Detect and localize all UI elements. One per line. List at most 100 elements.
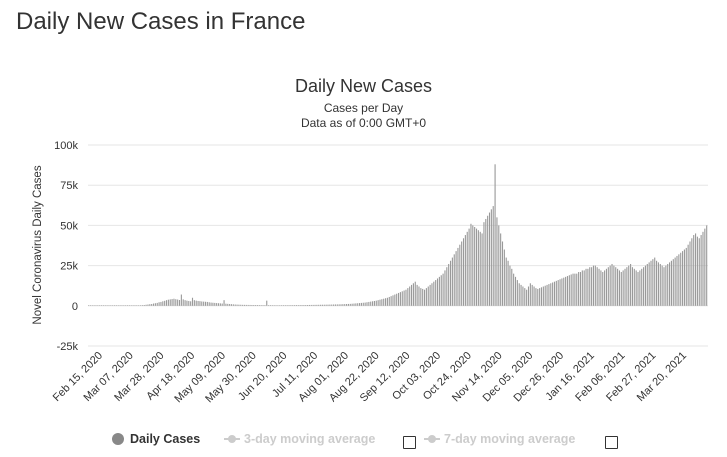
bar — [624, 268, 626, 306]
bar — [201, 301, 203, 306]
bar — [589, 267, 591, 306]
bar — [95, 305, 97, 306]
bar — [253, 305, 255, 306]
legend-line-icon — [424, 433, 440, 445]
bar — [123, 305, 125, 306]
bar — [423, 289, 426, 306]
bar — [431, 283, 433, 306]
bar — [511, 268, 513, 306]
bar — [266, 300, 268, 306]
bar — [630, 263, 632, 306]
bar — [548, 284, 550, 306]
bar — [336, 304, 338, 306]
bar — [572, 273, 574, 306]
bar — [295, 305, 298, 306]
bar — [598, 268, 600, 306]
bar — [310, 304, 312, 306]
bar — [180, 294, 182, 306]
bar — [398, 292, 400, 306]
bar — [165, 300, 168, 306]
bar — [100, 305, 103, 306]
bar — [657, 262, 659, 306]
3day-average-checkbox[interactable] — [403, 436, 416, 449]
bar — [292, 305, 294, 306]
bar — [190, 301, 192, 306]
bar — [110, 305, 112, 306]
bar — [281, 305, 283, 306]
bar — [370, 301, 372, 306]
bar — [191, 297, 194, 306]
bar — [466, 231, 468, 306]
bar — [346, 304, 348, 306]
bar — [407, 288, 409, 306]
bar — [375, 300, 377, 306]
legend-daily-cases[interactable]: Daily Cases — [112, 432, 200, 446]
bar — [695, 233, 697, 306]
legend-3day-average[interactable]: 3-day moving average — [224, 432, 375, 446]
bar — [453, 254, 455, 306]
bar — [299, 305, 301, 306]
bar — [206, 301, 208, 306]
bar — [126, 305, 129, 306]
bar — [327, 304, 329, 306]
bar — [390, 296, 392, 306]
bar — [540, 287, 543, 306]
bar — [225, 303, 227, 306]
bar — [591, 267, 593, 306]
bar — [294, 305, 296, 306]
bar — [416, 284, 418, 306]
legend-7day-average[interactable]: 7-day moving average — [424, 432, 575, 446]
bar — [444, 270, 446, 306]
bar — [626, 267, 628, 306]
bar — [518, 283, 520, 306]
bar — [308, 304, 311, 306]
bar — [195, 300, 197, 306]
bar — [199, 301, 201, 306]
bar — [615, 267, 617, 306]
bar — [338, 304, 340, 306]
bar — [656, 260, 658, 306]
bar — [236, 304, 238, 306]
bar — [459, 244, 461, 306]
bar — [420, 288, 422, 306]
bar — [568, 275, 570, 306]
bar — [312, 304, 314, 306]
bar — [566, 276, 569, 306]
bar — [403, 290, 405, 306]
bar — [524, 288, 526, 306]
bar — [208, 302, 210, 306]
bar — [173, 298, 175, 306]
bar — [151, 304, 153, 306]
y-axis-label: Novel Coronavirus Daily Cases — [32, 165, 44, 324]
bar — [602, 272, 604, 306]
bar — [316, 304, 318, 306]
bar — [410, 284, 413, 306]
bar — [286, 305, 288, 306]
bar — [472, 225, 474, 306]
bar — [422, 288, 424, 306]
bar — [401, 291, 403, 306]
bar — [644, 265, 646, 306]
bar — [613, 265, 615, 306]
chart-title: Daily New Cases — [294, 76, 433, 96]
chart-subtitle: Cases per Day — [323, 101, 404, 115]
bar — [227, 303, 229, 306]
bar — [475, 228, 478, 306]
bar — [204, 301, 207, 306]
bar — [667, 263, 669, 306]
bar — [321, 304, 323, 306]
bar — [162, 301, 164, 306]
7day-average-checkbox[interactable] — [605, 436, 618, 449]
bar — [704, 228, 706, 306]
bar — [249, 304, 251, 306]
bar — [559, 279, 561, 306]
bar — [609, 265, 611, 306]
bar — [385, 298, 387, 306]
bar — [223, 300, 225, 306]
bar — [691, 238, 693, 306]
bar — [531, 284, 533, 306]
bar — [594, 265, 596, 306]
bar — [277, 305, 279, 306]
bar — [648, 262, 650, 306]
bar — [611, 263, 613, 306]
